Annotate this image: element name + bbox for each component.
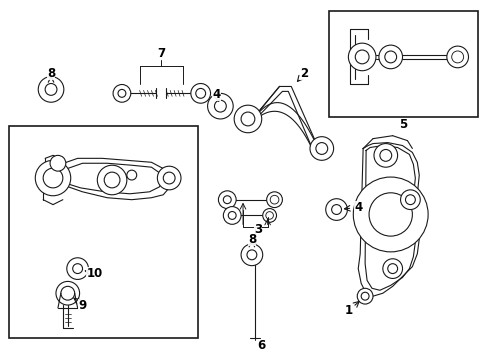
Circle shape	[310, 137, 334, 160]
Circle shape	[219, 191, 236, 208]
Circle shape	[348, 43, 376, 71]
Text: 5: 5	[399, 118, 408, 131]
Circle shape	[208, 93, 233, 119]
Circle shape	[447, 46, 468, 68]
Text: 1: 1	[344, 305, 352, 318]
Text: 10: 10	[86, 267, 102, 280]
Circle shape	[241, 244, 263, 266]
Circle shape	[113, 85, 131, 102]
Bar	[9, 126, 198, 338]
Circle shape	[191, 84, 211, 103]
Circle shape	[379, 45, 402, 69]
Circle shape	[326, 199, 347, 220]
Circle shape	[357, 288, 373, 304]
Circle shape	[38, 77, 64, 102]
Circle shape	[50, 156, 66, 171]
Circle shape	[223, 207, 241, 224]
Text: 7: 7	[157, 48, 165, 60]
Bar	[329, 11, 478, 117]
Circle shape	[374, 144, 397, 167]
Text: 4: 4	[354, 201, 362, 214]
Circle shape	[353, 177, 428, 252]
Circle shape	[383, 259, 402, 278]
Text: 8: 8	[248, 233, 256, 246]
Text: 9: 9	[78, 298, 87, 311]
Text: 6: 6	[258, 339, 266, 352]
Text: 3: 3	[254, 223, 262, 236]
Circle shape	[157, 166, 181, 190]
Circle shape	[56, 282, 79, 305]
Circle shape	[67, 258, 89, 279]
Circle shape	[98, 165, 127, 195]
Text: 2: 2	[300, 67, 308, 80]
Circle shape	[267, 192, 282, 208]
Circle shape	[234, 105, 262, 133]
Text: 8: 8	[47, 67, 55, 80]
Circle shape	[400, 190, 420, 210]
Circle shape	[263, 208, 276, 222]
Circle shape	[35, 160, 71, 196]
Text: 4: 4	[212, 88, 220, 101]
